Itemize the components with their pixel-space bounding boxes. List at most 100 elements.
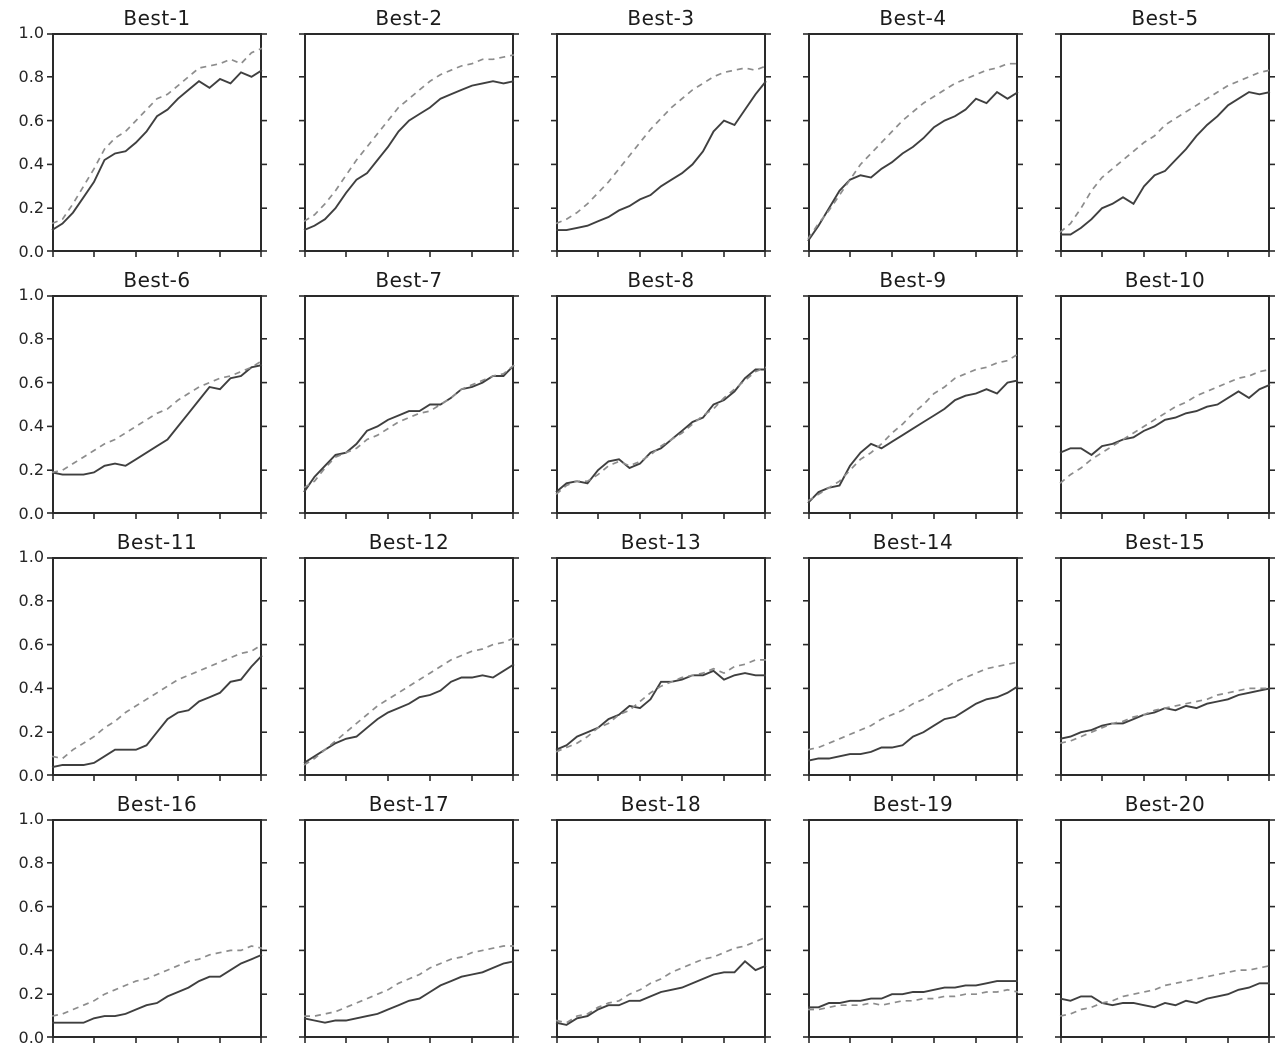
axes-border (304, 557, 514, 776)
solid-series-line (51, 364, 263, 476)
dashed-series-line (303, 364, 515, 489)
subplot-title: Best-10 (1124, 267, 1206, 292)
solid-series-line (1059, 383, 1271, 457)
solid-series-line (555, 959, 767, 1026)
subplot-best-13: Best-13 (551, 526, 771, 781)
y-tick-label: 0.8 (18, 590, 44, 610)
plot-area (1055, 819, 1275, 1043)
dashed-series-line (304, 945, 514, 1017)
subplot-title: Best-17 (368, 791, 450, 816)
dashed-series-line (51, 47, 263, 225)
solid-series-line (555, 368, 766, 493)
plot-area (803, 819, 1023, 1043)
solid-series-line (1059, 982, 1270, 1009)
y-tick-label: 0.8 (18, 328, 44, 348)
dashed-series-line (303, 54, 515, 223)
dashed-series-line (807, 353, 1019, 502)
solid-series-line (1059, 687, 1271, 740)
plot-area (551, 295, 771, 519)
line-chart (299, 819, 519, 1043)
solid-series-line (808, 980, 1018, 1009)
subplot-best-1: Best-1 1.0 0.8 0.6 0.4 0.2 0.0 (19, 2, 267, 261)
axes-border (52, 557, 262, 776)
solid-series-line (556, 80, 767, 232)
line-chart (803, 295, 1023, 519)
subplot-title: Best-1 (123, 5, 191, 30)
dashed-series-line (807, 62, 1018, 240)
subplot-best-8: Best-8 (551, 264, 771, 519)
y-tick-label: 0.2 (18, 722, 44, 742)
y-tick-label: 0.6 (18, 896, 44, 916)
subplot-best-19: Best-19 (803, 788, 1023, 1043)
dashed-series-line (1059, 368, 1271, 484)
plot-area (803, 557, 1023, 781)
y-tick-label: 0.2 (18, 198, 44, 218)
y-tick-label: 0.0 (18, 766, 44, 785)
plot-area (551, 33, 771, 257)
solid-series-line (51, 654, 263, 769)
subplot-best-5: Best-5 (1055, 2, 1275, 257)
solid-series-line (555, 669, 766, 751)
line-chart (299, 557, 519, 781)
y-tick-label: 1.0 (18, 285, 44, 304)
subplot-title: Best-12 (368, 529, 450, 554)
plot-area (299, 33, 519, 257)
subplot-title: Best-6 (123, 267, 191, 292)
subplot-best-6: Best-6 1.0 0.8 0.6 0.4 0.2 0.0 (19, 264, 267, 523)
plot-area (551, 557, 771, 781)
plot-area: 1.0 0.8 0.6 0.4 0.2 0.0 (19, 24, 267, 261)
subplot-best-10: Best-10 (1055, 264, 1275, 519)
line-chart (1055, 819, 1275, 1043)
plot-area (1055, 557, 1275, 781)
subplot-title: Best-19 (872, 791, 954, 816)
subplot-title: Best-16 (116, 791, 198, 816)
axes-border (52, 819, 262, 1038)
plot-area (299, 819, 519, 1043)
y-tick-label: 1.0 (18, 547, 44, 566)
y-tick-label: 0.4 (18, 678, 44, 698)
solid-series-line (51, 69, 263, 231)
subplot-best-2: Best-2 (299, 2, 519, 257)
subplot-best-4: Best-4 (803, 2, 1023, 257)
dashed-series-line (808, 988, 1019, 1011)
subplot-grid: Best-1 1.0 0.8 0.6 0.4 0.2 0.0 Best-2 Best-3 Best… (19, 2, 1286, 1050)
dashed-series-line (51, 359, 263, 474)
subplot-title: Best-4 (879, 5, 947, 30)
plot-area: 1.0 0.8 0.6 0.4 0.2 0.0 (19, 548, 267, 785)
axes-border (52, 295, 262, 514)
subplot-best-17: Best-17 (299, 788, 519, 1043)
dashed-series-line (51, 945, 263, 1017)
subplot-title: Best-15 (1124, 529, 1206, 554)
subplot-best-7: Best-7 (299, 264, 519, 519)
subplot-title: Best-20 (1124, 791, 1206, 816)
axes-border (304, 819, 514, 1038)
subplot-title: Best-18 (620, 791, 702, 816)
plot-area (551, 819, 771, 1043)
y-tick-label: 0.8 (18, 66, 44, 86)
dashed-series-line (555, 65, 767, 225)
plot-area (1055, 295, 1275, 519)
y-tick-label: 0.6 (18, 110, 44, 130)
line-chart (299, 295, 519, 519)
dashed-series-line (555, 659, 766, 753)
line-chart (1055, 557, 1275, 781)
solid-series-line (303, 960, 515, 1024)
y-tick-label: 0.4 (18, 154, 44, 174)
subplot-best-9: Best-9 (803, 264, 1023, 519)
axes-border (1060, 819, 1270, 1038)
y-tick-label: 0.2 (18, 984, 44, 1004)
dashed-series-line (51, 643, 263, 760)
axes-border (808, 819, 1018, 1038)
plot-area (803, 295, 1023, 519)
line-chart (803, 557, 1023, 781)
line-chart (47, 33, 267, 257)
subplot-best-3: Best-3 (551, 2, 771, 257)
subplot-title: Best-8 (627, 267, 695, 292)
axes-border (1060, 295, 1270, 514)
y-tick-label: 0.6 (18, 372, 44, 392)
line-chart (47, 295, 267, 519)
dashed-series-line (555, 366, 767, 495)
dashed-series-line (555, 936, 767, 1024)
axes-border (556, 295, 766, 514)
